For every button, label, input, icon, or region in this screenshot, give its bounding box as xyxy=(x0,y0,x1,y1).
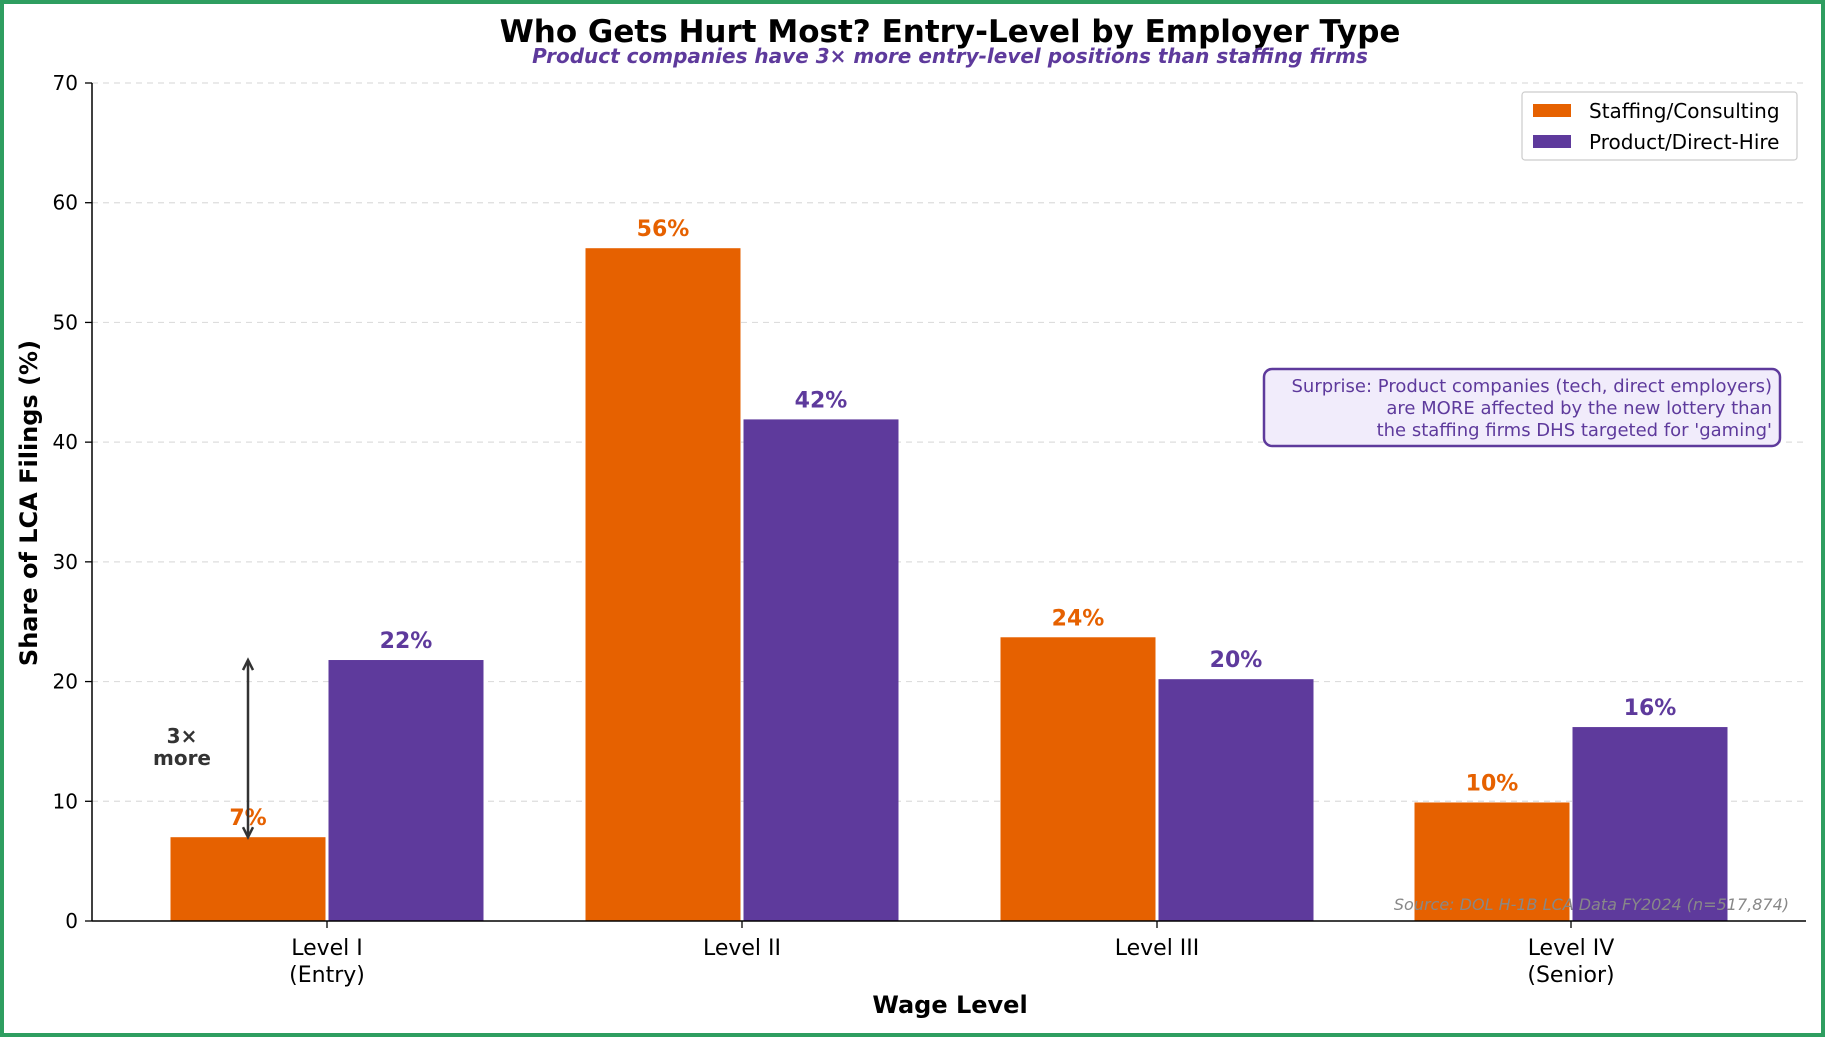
legend-swatch-staffing xyxy=(1533,104,1571,117)
value-labels: 7%56%24%10%22%42%20%16% xyxy=(229,217,1676,831)
chart-title: Who Gets Hurt Most? Entry-Level by Emplo… xyxy=(500,14,1401,50)
y-tick-label: 10 xyxy=(53,789,78,813)
y-tick-label: 0 xyxy=(65,909,78,933)
arrow-annotation-text: 3× more xyxy=(153,724,211,770)
legend-swatch-product xyxy=(1533,135,1571,148)
x-tick-label: Level I (Entry) xyxy=(289,936,365,988)
bar-value-label: 56% xyxy=(637,217,690,242)
y-axis-label: Share of LCA Filings (%) xyxy=(15,340,43,666)
bar-product xyxy=(1158,679,1314,921)
y-ticks: 0 10 20 30 40 50 60 70 xyxy=(53,71,92,933)
bar-value-label: 42% xyxy=(795,388,848,413)
arrowhead-down-icon xyxy=(241,826,255,840)
callout-box xyxy=(1262,367,1782,448)
callout-annotation: Surprise: Product companies (tech, direc… xyxy=(1262,367,1782,448)
x-tick-label: Level III xyxy=(1115,936,1200,961)
x-ticks: Level I (Entry) Level II Level III Level IV(… xyxy=(289,921,1615,988)
bar-value-label: 16% xyxy=(1624,696,1677,721)
chart-subtitle: Product companies have 3× more entry-lev… xyxy=(532,44,1368,68)
arrowhead-up-icon xyxy=(241,657,255,671)
legend-label-staffing: Staffing/Consulting xyxy=(1589,99,1780,123)
bar-value-label: 20% xyxy=(1210,648,1263,673)
legend: Staffing/Consulting Product/Direct-Hire xyxy=(1521,91,1798,161)
bar-value-label: 24% xyxy=(1052,606,1105,631)
bars-group xyxy=(170,248,1728,922)
callout-text: Surprise: Product companies (tech, direc… xyxy=(1291,376,1772,441)
bar-staffing xyxy=(1000,637,1156,921)
x-tick-label: Level IV (Senior) xyxy=(1527,936,1614,988)
bar-staffing xyxy=(170,837,326,921)
bar-product xyxy=(1572,727,1728,921)
bar-product xyxy=(328,660,484,921)
bar-value-label: 10% xyxy=(1466,771,1519,796)
bar-staffing xyxy=(585,248,741,922)
y-tick-label: 20 xyxy=(53,670,78,694)
bar-value-label: 22% xyxy=(380,629,433,654)
bar-staffing xyxy=(1414,802,1570,921)
y-tick-label: 50 xyxy=(53,310,78,334)
arrow-annotation: 3× more xyxy=(153,657,255,840)
x-tick-label: Level II xyxy=(703,936,781,961)
y-tick-label: 70 xyxy=(53,71,78,95)
y-tick-label: 40 xyxy=(53,430,78,454)
y-tick-label: 60 xyxy=(53,191,78,215)
bar-product xyxy=(743,419,899,921)
legend-box xyxy=(1521,91,1798,161)
source-note: Source: DOL H-1B LCA Data FY2024 (n=517,… xyxy=(1394,895,1789,914)
x-axis-label: Wage Level xyxy=(872,991,1027,1019)
y-tick-label: 30 xyxy=(53,550,78,574)
legend-label-product: Product/Direct-Hire xyxy=(1589,130,1779,154)
